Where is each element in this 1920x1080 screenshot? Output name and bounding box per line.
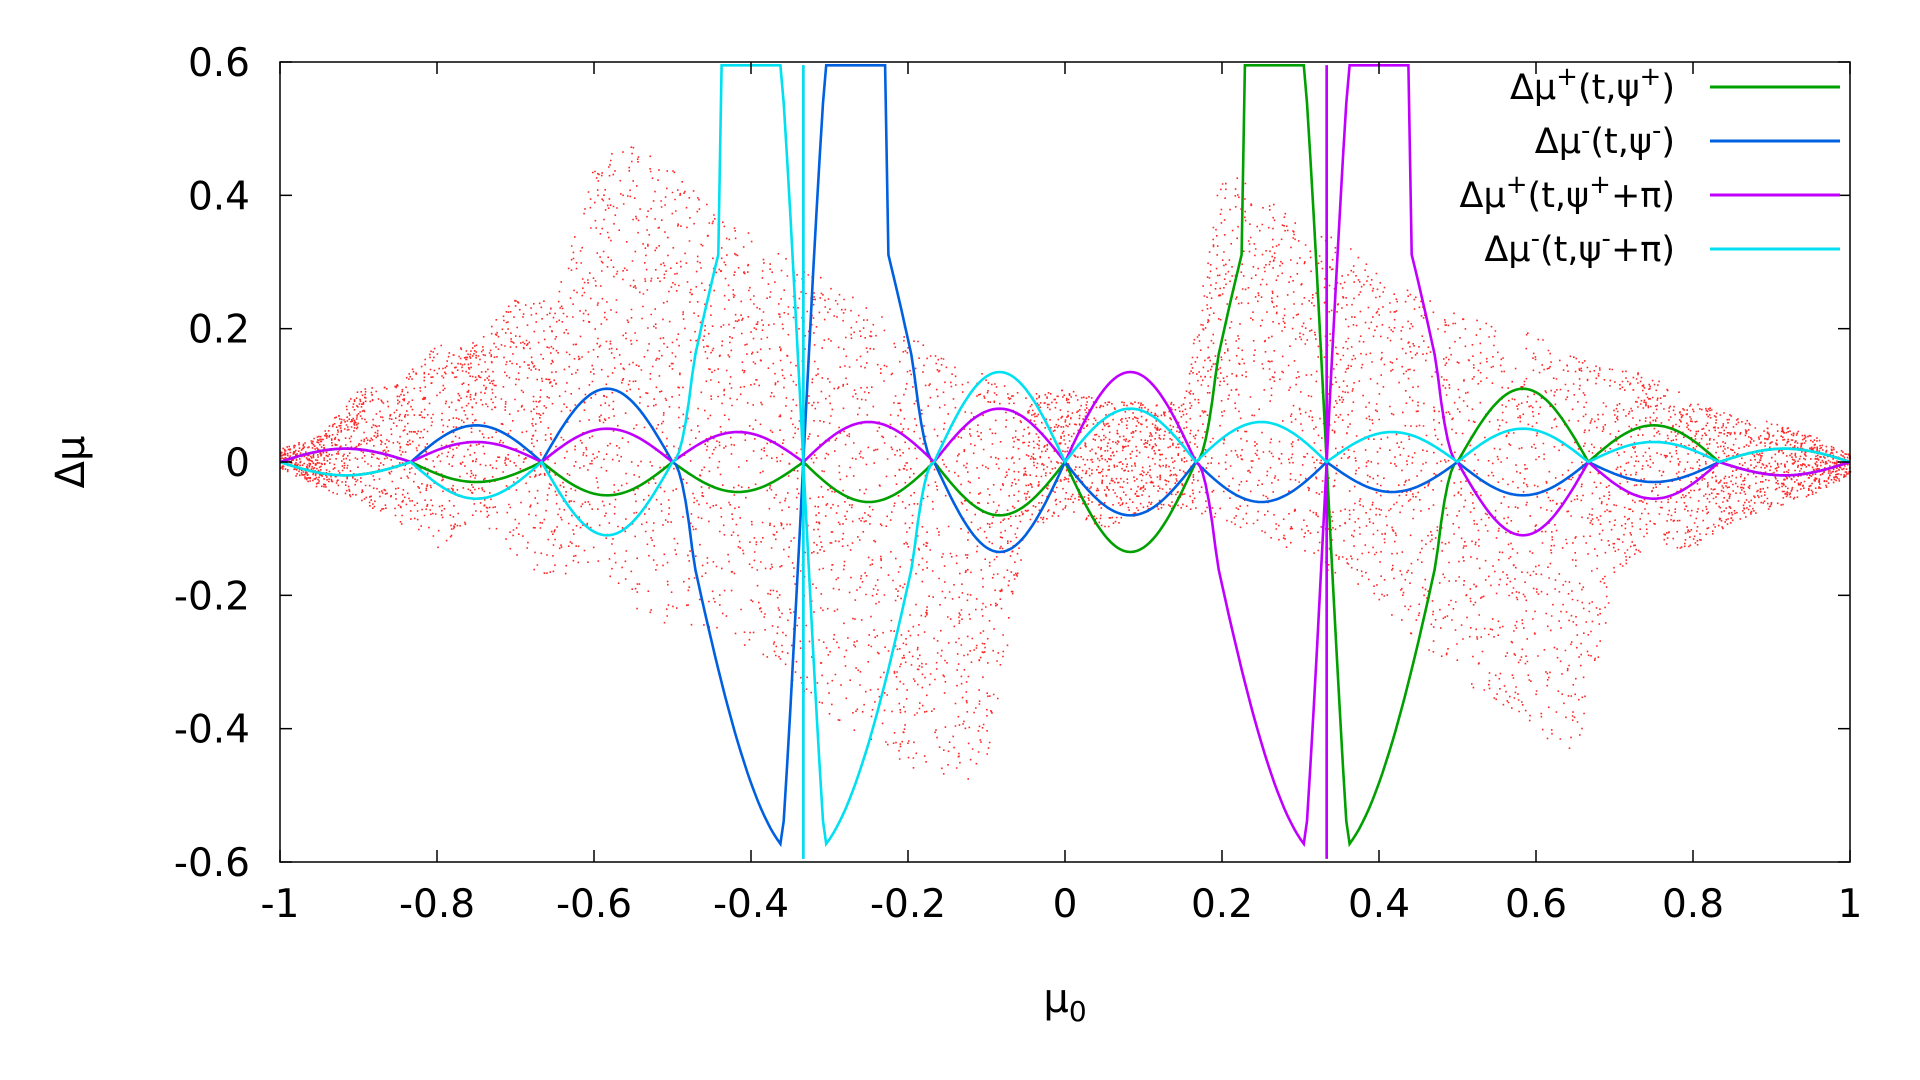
x-tick-label: 0 <box>1053 882 1078 927</box>
x-tick-label: -0.6 <box>556 882 632 927</box>
legend: Δμ+(t,ψ+) Δμ-(t,ψ-) Δμ+(t,ψ++π) Δμ-(t,ψ-+π) <box>1460 62 1840 270</box>
legend-label: Δμ-(t,ψ-+π) <box>1484 224 1675 270</box>
x-tick-label: -0.2 <box>870 882 946 927</box>
x-tick-label: 0.8 <box>1662 882 1724 927</box>
x-tick-label: -1 <box>261 882 300 927</box>
y-axis-title: Δμ <box>48 436 94 489</box>
legend-entry: Δμ+(t,ψ+) <box>1510 62 1840 108</box>
series-line-4 <box>279 64 1851 859</box>
x-tick-label: 0.2 <box>1191 882 1253 927</box>
y-tick-label: 0.4 <box>188 174 250 219</box>
y-tick-label: -0.6 <box>174 841 250 886</box>
y-tick-label: 0.6 <box>188 41 250 86</box>
x-axis-title: μ0 <box>1043 976 1086 1028</box>
x-tick-label: 0.4 <box>1348 882 1410 927</box>
y-tick-label: -0.4 <box>174 708 250 753</box>
legend-entry: Δμ+(t,ψ++π) <box>1460 170 1840 216</box>
legend-label: Δμ+(t,ψ++π) <box>1460 170 1675 216</box>
x-tick-label: 0.6 <box>1505 882 1567 927</box>
y-tick-label: 0 <box>225 441 250 486</box>
x-tick-label: -0.4 <box>713 882 789 927</box>
legend-entry: Δμ-(t,ψ-) <box>1535 116 1840 162</box>
axis-ticks: -1 -0.8 -0.6 -0.4 -0.2 0 0.2 0.4 0.6 0.8 1 -0.6 -0.4… <box>174 41 1863 927</box>
legend-entry: Δμ-(t,ψ-+π) <box>1484 224 1840 270</box>
legend-label: Δμ-(t,ψ-) <box>1535 116 1675 162</box>
legend-label: Δμ+(t,ψ+) <box>1510 62 1675 108</box>
x-tick-label: 1 <box>1838 882 1863 927</box>
x-tick-label: -0.8 <box>399 882 475 927</box>
y-tick-label: 0.2 <box>188 308 250 353</box>
y-tick-label: -0.2 <box>174 574 250 619</box>
series-lines <box>279 64 1851 859</box>
